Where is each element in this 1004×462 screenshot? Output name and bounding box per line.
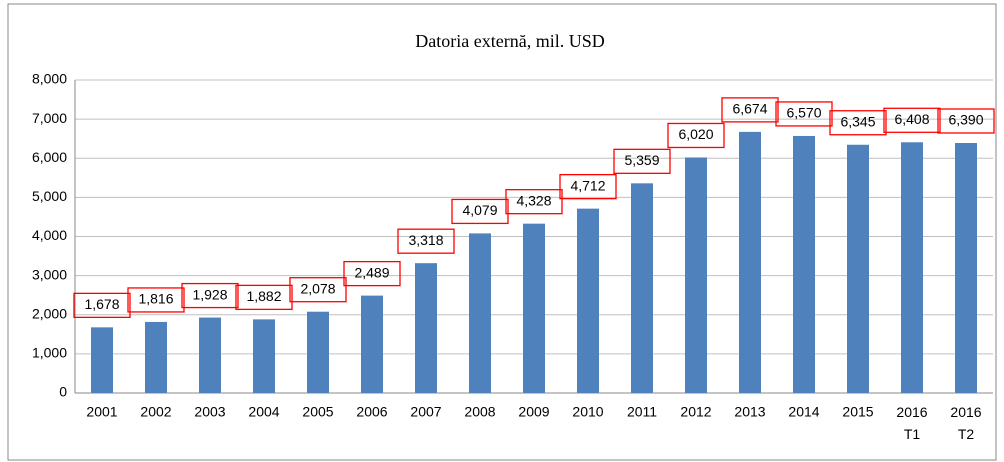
bar bbox=[685, 157, 707, 393]
data-label: 4,079 bbox=[462, 202, 497, 218]
data-label-box bbox=[613, 148, 671, 174]
data-label: 1,678 bbox=[84, 296, 119, 312]
data-label-box bbox=[289, 277, 347, 303]
y-tick-label: 4,000 bbox=[32, 227, 67, 243]
x-tick-label: 2013 bbox=[734, 404, 765, 420]
data-label-box bbox=[721, 97, 779, 123]
data-label-box bbox=[775, 101, 833, 127]
chart-border bbox=[7, 3, 997, 461]
data-label-box bbox=[451, 198, 509, 225]
y-tick-label: 1,000 bbox=[32, 345, 67, 361]
data-label-box bbox=[505, 189, 563, 215]
y-tick-label: 5,000 bbox=[32, 188, 67, 204]
bar bbox=[91, 327, 113, 393]
bar bbox=[361, 295, 383, 393]
bar bbox=[847, 144, 869, 393]
x-tick-label: 2007 bbox=[410, 404, 441, 420]
y-tick-label: 8,000 bbox=[32, 71, 67, 87]
bar bbox=[739, 131, 761, 393]
bar bbox=[145, 321, 167, 393]
x-tick-label: 2016 T1 bbox=[896, 404, 927, 442]
data-label-box bbox=[667, 122, 725, 149]
data-label: 5,359 bbox=[624, 152, 659, 168]
bar bbox=[901, 142, 923, 393]
y-tick-label: 2,000 bbox=[32, 305, 67, 321]
data-label: 6,570 bbox=[786, 105, 821, 121]
bar bbox=[955, 142, 977, 393]
data-label-box bbox=[127, 287, 185, 313]
data-label-box bbox=[559, 173, 617, 200]
x-tick-label: 2002 bbox=[140, 404, 171, 420]
bar bbox=[415, 263, 437, 393]
bar bbox=[253, 319, 275, 393]
x-tick-label: 2016 T2 bbox=[950, 404, 981, 442]
data-label-box bbox=[73, 292, 131, 318]
data-label-box bbox=[883, 107, 941, 133]
data-label-box bbox=[343, 260, 401, 287]
x-tick-label: 2001 bbox=[86, 404, 117, 420]
bar bbox=[577, 208, 599, 393]
x-tick-label: 2004 bbox=[248, 404, 279, 420]
y-tick-label: 3,000 bbox=[32, 266, 67, 282]
data-label: 1,928 bbox=[192, 286, 227, 302]
x-tick-label: 2003 bbox=[194, 404, 225, 420]
x-tick-label: 2010 bbox=[572, 404, 603, 420]
bar bbox=[793, 135, 815, 394]
data-label: 4,712 bbox=[570, 177, 605, 193]
x-tick-label: 2012 bbox=[680, 404, 711, 420]
bar bbox=[199, 317, 221, 393]
data-label: 6,020 bbox=[678, 126, 713, 142]
y-tick-label: 0 bbox=[59, 384, 67, 400]
data-label-box bbox=[829, 110, 887, 136]
x-tick-label: 2009 bbox=[518, 404, 549, 420]
data-label: 6,390 bbox=[948, 112, 983, 128]
data-label: 4,328 bbox=[516, 192, 551, 208]
data-label-box bbox=[235, 284, 293, 311]
data-label: 6,674 bbox=[732, 101, 767, 117]
data-label: 1,816 bbox=[138, 291, 173, 307]
data-label-box bbox=[397, 228, 455, 254]
chart-title: Datoria externă, mil. USD bbox=[415, 31, 604, 51]
x-tick-label: 2014 bbox=[788, 404, 819, 420]
data-label: 2,078 bbox=[300, 280, 335, 296]
data-label: 6,345 bbox=[840, 113, 875, 129]
x-tick-label: 2005 bbox=[302, 404, 333, 420]
x-tick-label: 2008 bbox=[464, 404, 495, 420]
y-tick-label: 6,000 bbox=[32, 149, 67, 165]
data-label: 2,489 bbox=[354, 264, 389, 280]
bar bbox=[631, 183, 653, 393]
x-tick-label: 2015 bbox=[842, 404, 873, 420]
y-tick-label: 7,000 bbox=[32, 110, 67, 126]
data-label-box bbox=[937, 108, 995, 134]
data-label: 6,408 bbox=[894, 111, 929, 127]
bar bbox=[307, 311, 329, 393]
bar bbox=[523, 223, 545, 393]
bar bbox=[469, 233, 491, 393]
data-label-box bbox=[181, 282, 239, 309]
x-tick-label: 2006 bbox=[356, 404, 387, 420]
data-label: 3,318 bbox=[408, 232, 443, 248]
data-label: 1,882 bbox=[246, 288, 281, 304]
x-tick-label: 2011 bbox=[627, 404, 657, 420]
